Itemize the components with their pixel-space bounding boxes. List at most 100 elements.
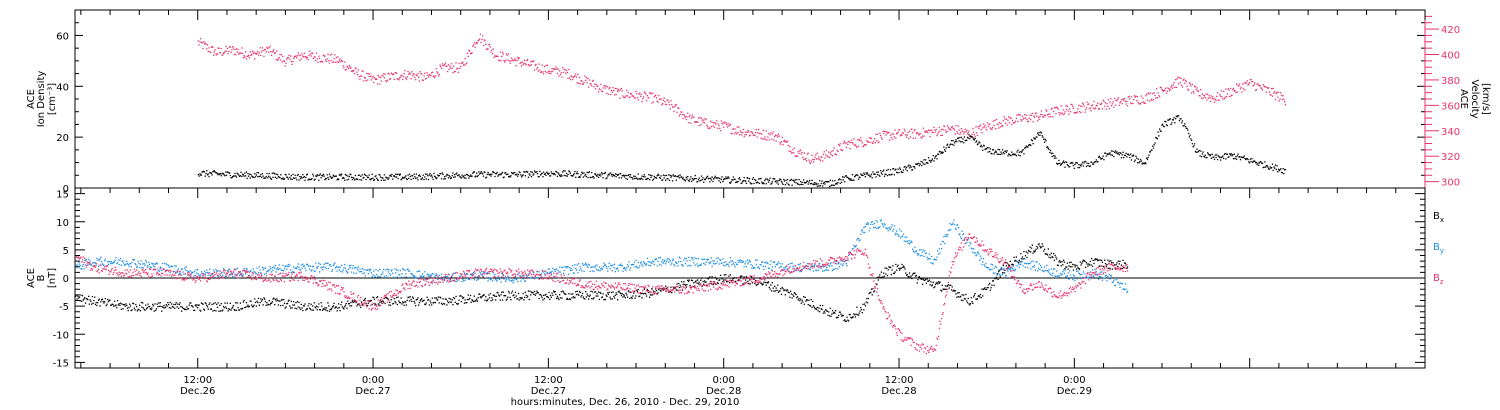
data-point	[489, 292, 491, 295]
data-point	[382, 75, 384, 77]
data-point	[116, 262, 118, 265]
data-point	[818, 156, 820, 158]
data-point	[1060, 105, 1062, 107]
data-point	[308, 178, 310, 180]
data-point	[200, 174, 202, 176]
data-point	[833, 184, 835, 186]
data-point	[685, 176, 687, 178]
data-point	[1019, 155, 1021, 157]
data-point	[1220, 90, 1222, 92]
data-point	[184, 267, 186, 269]
data-point	[1057, 108, 1059, 110]
data-point	[1271, 163, 1274, 165]
data-point	[550, 71, 552, 73]
data-point	[1152, 99, 1155, 101]
data-point	[769, 288, 771, 290]
data-point	[918, 276, 920, 278]
data-point	[1110, 261, 1113, 264]
data-point	[1148, 154, 1150, 156]
data-point	[243, 55, 245, 57]
data-point	[968, 134, 970, 136]
data-point	[368, 268, 370, 271]
data-point	[301, 53, 303, 55]
data-point	[719, 279, 721, 281]
data-point	[1010, 155, 1012, 157]
data-point	[250, 173, 252, 176]
bottom-tick-label: 0	[63, 274, 69, 285]
data-point	[450, 63, 453, 65]
data-point	[671, 175, 673, 177]
data-point	[1246, 158, 1248, 160]
data-point	[1145, 95, 1147, 97]
data-point	[1172, 119, 1174, 121]
data-point	[421, 73, 423, 75]
data-point	[328, 267, 330, 270]
data-point	[712, 283, 714, 286]
data-point	[1174, 122, 1176, 124]
data-point	[206, 174, 209, 176]
data-point	[645, 178, 648, 180]
data-point	[517, 58, 520, 60]
data-point	[992, 149, 995, 151]
data-point	[445, 298, 447, 300]
data-point	[1146, 93, 1148, 95]
data-point	[218, 310, 220, 312]
data-point	[590, 176, 592, 179]
data-point	[854, 144, 856, 146]
data-point	[245, 302, 248, 304]
data-point	[857, 314, 860, 316]
data-point	[1003, 272, 1005, 274]
data-point	[1066, 266, 1068, 268]
data-point	[208, 303, 210, 306]
data-point	[224, 175, 226, 177]
data-point	[279, 176, 281, 179]
data-point	[629, 176, 631, 178]
data-point	[228, 172, 230, 174]
data-point	[231, 49, 233, 51]
data-point	[678, 286, 680, 289]
data-point	[703, 280, 706, 282]
data-point	[883, 130, 886, 133]
data-point	[785, 289, 787, 291]
data-point	[156, 262, 158, 265]
data-point	[116, 300, 119, 302]
data-point	[813, 158, 815, 161]
data-point	[473, 295, 475, 297]
data-point	[472, 300, 474, 302]
data-point	[423, 178, 425, 181]
data-point	[850, 142, 852, 144]
data-point	[199, 173, 201, 175]
data-point	[1045, 109, 1047, 111]
data-point	[598, 298, 600, 301]
data-point	[961, 294, 963, 296]
data-point	[1066, 164, 1068, 166]
data-point	[334, 307, 336, 309]
data-point	[932, 155, 934, 157]
data-point	[495, 55, 497, 57]
data-point	[1005, 118, 1007, 120]
data-point	[668, 101, 670, 103]
data-point	[1010, 267, 1012, 269]
data-point	[803, 296, 805, 298]
data-point	[611, 298, 613, 300]
data-point	[977, 295, 979, 297]
data-point	[216, 172, 218, 174]
data-point	[398, 173, 400, 175]
data-point	[621, 90, 623, 92]
data-point	[516, 173, 518, 175]
data-point	[1252, 85, 1254, 87]
data-point	[1211, 153, 1213, 155]
data-point	[309, 268, 311, 270]
data-point	[588, 295, 591, 298]
data-point	[346, 271, 348, 273]
data-point	[905, 166, 908, 169]
data-point	[434, 297, 436, 299]
data-point	[247, 270, 249, 272]
data-point	[935, 282, 937, 284]
data-point	[718, 279, 720, 281]
data-point	[1018, 259, 1020, 261]
data-point	[164, 307, 166, 309]
data-point	[399, 174, 401, 176]
data-point	[694, 281, 696, 283]
data-point	[982, 127, 984, 129]
